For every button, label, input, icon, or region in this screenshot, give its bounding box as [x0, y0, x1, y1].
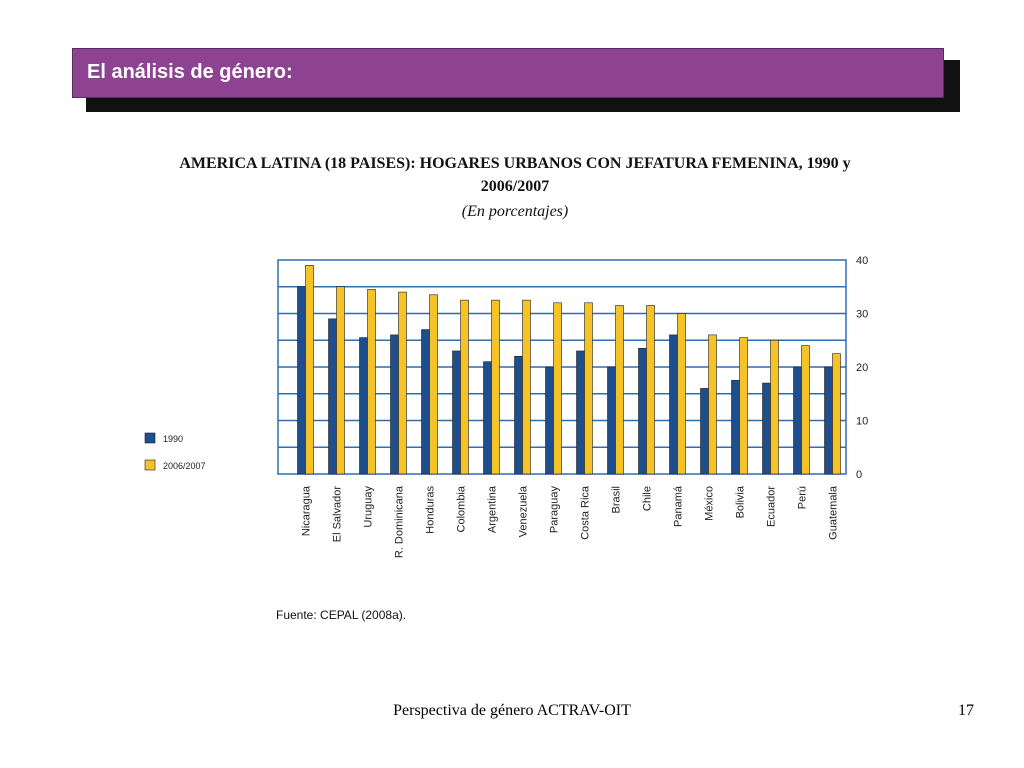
bar-2006-2007 [336, 286, 345, 475]
bar-1990 [452, 350, 461, 475]
legend-label: 2006/2007 [163, 461, 206, 471]
page-number: 17 [958, 702, 974, 719]
bar-2006-2007 [615, 305, 624, 475]
bar-1990 [390, 334, 399, 475]
bar-2006-2007 [553, 302, 562, 475]
bar-2006-2007 [770, 339, 779, 475]
bar-1990 [483, 361, 492, 475]
chart-subtitle: (En porcentajes) [461, 203, 569, 220]
bar-1990 [607, 366, 616, 475]
y-tick-label: 40 [856, 255, 868, 267]
legend-swatch [144, 432, 156, 444]
bar-2006-2007 [708, 334, 717, 475]
y-tick-label: 0 [856, 469, 862, 481]
x-tick-label: Argentina [487, 485, 499, 533]
bar-1990 [824, 366, 833, 475]
bar-2006-2007 [584, 302, 593, 475]
bar-1990 [793, 366, 802, 475]
x-tick-label: Ecuador [766, 486, 778, 527]
bar-1990 [731, 380, 740, 475]
x-tick-label: R. Dominicana [394, 485, 406, 558]
x-tick-label: Colombia [456, 485, 468, 532]
footer-text: Perspectiva de género ACTRAV-OIT [393, 702, 631, 719]
bar-2006-2007 [429, 294, 438, 475]
x-tick-label: Honduras [425, 486, 437, 534]
y-tick-label: 20 [856, 362, 868, 374]
bar-2006-2007 [801, 345, 810, 475]
legend-label: 1990 [163, 434, 183, 444]
chart-source: Fuente: CEPAL (2008a). [276, 608, 407, 622]
y-tick-label: 30 [856, 309, 868, 321]
bar-1990 [421, 329, 430, 475]
bar-1990 [700, 388, 709, 475]
bar-1990 [328, 318, 337, 475]
bar-1990 [638, 347, 647, 475]
x-tick-label: Perú [797, 486, 809, 509]
slide-header: El análisis de género: [72, 48, 944, 98]
x-tick-label: Guatemala [828, 485, 840, 540]
chart-title: AMERICA LATINA (18 PAISES): HOGARES URBA… [179, 155, 851, 195]
bar-2006-2007 [522, 299, 531, 475]
bar-1990 [359, 337, 368, 475]
x-tick-label: Brasil [611, 486, 623, 514]
x-tick-label: México [704, 486, 716, 521]
slide-title: El análisis de género: [87, 61, 293, 83]
bar-2006-2007 [367, 289, 376, 475]
x-tick-label: Uruguay [363, 486, 375, 528]
bar-1990 [297, 286, 306, 475]
x-tick-label: Bolivia [735, 485, 747, 518]
x-tick-label: Costa Rica [580, 485, 592, 540]
bar-2006-2007 [305, 265, 314, 475]
bar-2006-2007 [677, 313, 686, 475]
x-tick-label: Paraguay [549, 486, 561, 534]
x-tick-label: Chile [642, 486, 654, 511]
bar-2006-2007 [398, 291, 407, 475]
bar-2006-2007 [739, 337, 748, 475]
bar-2006-2007 [832, 353, 841, 475]
bar-1990 [576, 350, 585, 475]
bar-1990 [545, 366, 554, 475]
x-tick-label: Venezuela [518, 485, 530, 537]
bar-1990 [669, 334, 678, 475]
x-tick-label: Nicaragua [301, 485, 313, 536]
bar-2006-2007 [646, 305, 655, 475]
x-tick-label: Panamá [673, 485, 685, 527]
legend-swatch [144, 459, 156, 471]
bar-2006-2007 [491, 299, 500, 475]
x-tick-label: El Salvador [332, 486, 344, 543]
bar-1990 [514, 355, 523, 475]
y-tick-label: 10 [856, 416, 868, 428]
bar-1990 [762, 382, 771, 475]
bar-2006-2007 [460, 299, 469, 475]
